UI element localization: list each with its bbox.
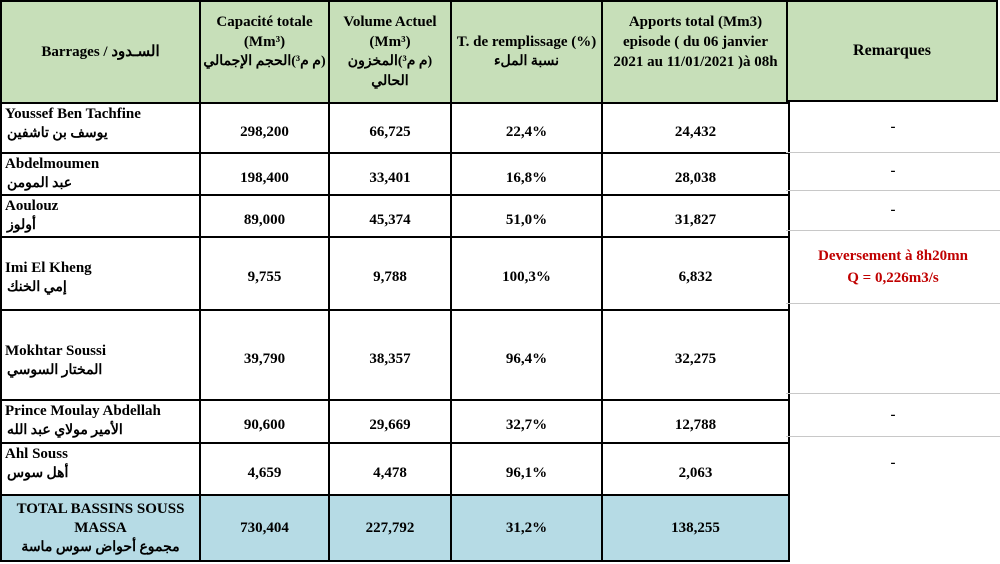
dam-name-fr: Aoulouz: [5, 198, 59, 214]
dam-name-fr: Ahl Souss: [5, 446, 68, 462]
header-row: Barrages / السـدود Capacité totale (Mm³)…: [0, 0, 790, 104]
apports-cell: 28,038: [601, 152, 790, 196]
total-row: TOTAL BASSINS SOUSS MASSA مجموع أحواض سوس…: [0, 494, 790, 562]
dam-name: Imi El Kheng إمي الخنك: [0, 236, 201, 311]
volume-cell: 29,669: [328, 399, 452, 444]
total-name-ar: مجموع أحواض سوس ماسة: [21, 539, 180, 555]
remark-cell: -: [786, 153, 1000, 191]
taux-cell: 22,4%: [450, 102, 603, 154]
remark-overflow-line2: Q = 0,226m3/s: [847, 270, 939, 286]
taux-cell: 100,3%: [450, 236, 603, 311]
header-volume-ar: (م م³)المخزون الحالي: [347, 54, 433, 89]
dams-table: Barrages / السـدود Capacité totale (Mm³)…: [0, 0, 790, 562]
total-name-fr: TOTAL BASSINS SOUSS MASSA: [16, 500, 185, 536]
total-name: TOTAL BASSINS SOUSS MASSA مجموع أحواض سوس…: [0, 494, 201, 562]
dam-name-ar: إمي الخنك: [7, 280, 67, 295]
dam-name-ar: المختار السوسي: [7, 363, 103, 378]
header-taux: T. de remplissage (%) نسبة الملء: [450, 0, 603, 104]
volume-cell: 4,478: [328, 442, 452, 496]
taux-cell: 51,0%: [450, 194, 603, 238]
capacite-cell: 89,000: [199, 194, 330, 238]
capacite-cell: 90,600: [199, 399, 330, 444]
apports-cell: 6,832: [601, 236, 790, 311]
taux-cell: 96,1%: [450, 442, 603, 496]
capacite-cell: 298,200: [199, 102, 330, 154]
dam-name-fr: Abdelmoumen: [5, 156, 100, 172]
total-apports: 138,255: [601, 494, 790, 562]
table-row: Mokhtar Soussi المختار السوسي 39,790 38,3…: [0, 309, 790, 401]
dam-name-fr: Mokhtar Soussi: [5, 343, 107, 359]
dam-name-ar: الأمير مولاي عبد الله: [7, 423, 123, 438]
header-volume: Volume Actuel (Mm³) (م م³)المخزون الحالي: [328, 0, 452, 104]
dam-name: Ahl Souss أهل سوس: [0, 442, 201, 496]
capacite-cell: 9,755: [199, 236, 330, 311]
apports-cell: 24,432: [601, 102, 790, 154]
dam-name: Abdelmoumen عبد المومن: [0, 152, 201, 196]
dam-name-fr: Imi El Kheng: [5, 260, 92, 276]
table-row: Aoulouz أولوز 89,000 45,374 51,0% 31,827: [0, 194, 790, 238]
remark-cell: -: [786, 103, 1000, 153]
volume-cell: 38,357: [328, 309, 452, 401]
table-row: Imi El Kheng إمي الخنك 9,755 9,788 100,3%…: [0, 236, 790, 311]
total-capacite: 730,404: [199, 494, 330, 562]
volume-cell: 66,725: [328, 102, 452, 154]
header-barrages: Barrages / السـدود: [0, 0, 201, 104]
apports-cell: 31,827: [601, 194, 790, 238]
apports-cell: 32,275: [601, 309, 790, 401]
remark-overflow-line1: Deversement à 8h20mn: [818, 248, 968, 264]
table-row: Prince Moulay Abdellah الأمير مولاي عبد ا…: [0, 399, 790, 444]
dam-name-fr: Youssef Ben Tachfine: [5, 106, 141, 122]
table-row: Youssef Ben Tachfine يوسف بن تاشفين 298,2…: [0, 102, 790, 154]
remark-cell: [786, 304, 1000, 394]
dam-name-ar: يوسف بن تاشفين: [7, 126, 108, 141]
volume-cell: 33,401: [328, 152, 452, 196]
header-taux-fr: T. de remplissage (%): [456, 34, 597, 50]
remark-cell: -: [786, 191, 1000, 231]
volume-cell: 9,788: [328, 236, 452, 311]
capacite-cell: 4,659: [199, 442, 330, 496]
dam-name: Prince Moulay Abdellah الأمير مولاي عبد ا…: [0, 399, 201, 444]
total-taux: 31,2%: [450, 494, 603, 562]
table-row: Ahl Souss أهل سوس 4,659 4,478 96,1% 2,063: [0, 442, 790, 496]
taux-cell: 96,4%: [450, 309, 603, 401]
taux-cell: 32,7%: [450, 399, 603, 444]
dam-name-ar: عبد المومن: [7, 176, 73, 191]
apports-cell: 2,063: [601, 442, 790, 496]
dam-name-ar: أولوز: [7, 218, 36, 233]
capacite-cell: 39,790: [199, 309, 330, 401]
dam-name: Mokhtar Soussi المختار السوسي: [0, 309, 201, 401]
apports-cell: 12,788: [601, 399, 790, 444]
volume-cell: 45,374: [328, 194, 452, 238]
total-volume: 227,792: [328, 494, 452, 562]
header-capacite-ar: (م م³)الحجم الإجمالي: [203, 54, 326, 69]
dam-name: Youssef Ben Tachfine يوسف بن تاشفين: [0, 102, 201, 154]
header-taux-ar: نسبة الملء: [493, 54, 560, 69]
dam-name-fr: Prince Moulay Abdellah: [5, 403, 161, 419]
header-capacite-fr: Capacité totale (Mm³): [216, 14, 313, 50]
remark-cell: -: [890, 454, 896, 471]
table-row: Abdelmoumen عبد المومن 198,400 33,401 16,…: [0, 152, 790, 196]
header-remarques: Remarques: [786, 0, 998, 102]
header-volume-fr: Volume Actuel (Mm³): [343, 14, 437, 50]
header-capacite: Capacité totale (Mm³) (م م³)الحجم الإجما…: [199, 0, 330, 104]
remark-cell: -: [786, 394, 1000, 437]
dam-name: Aoulouz أولوز: [0, 194, 201, 238]
dam-name-ar: أهل سوس: [7, 466, 69, 481]
capacite-cell: 198,400: [199, 152, 330, 196]
taux-cell: 16,8%: [450, 152, 603, 196]
remark-cell-overflow: Deversement à 8h20mn Q = 0,226m3/s: [786, 231, 1000, 304]
header-apports: Apports total (Mm3) episode ( du 06 janv…: [601, 0, 790, 104]
